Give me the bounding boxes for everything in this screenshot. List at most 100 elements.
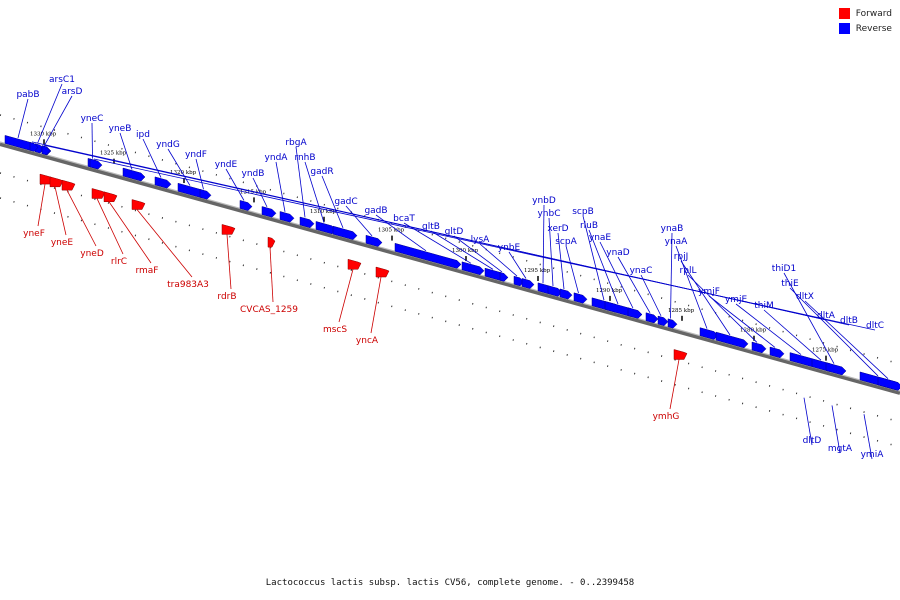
gene-yndB-reverse — [261, 206, 277, 218]
gene-dltB-label: dltB — [840, 316, 858, 326]
gene-arsC1-leader — [37, 83, 63, 144]
gene-rdrB-leader — [226, 234, 232, 290]
tick-label: 1325 kbp — [100, 151, 127, 157]
gene-ipd-reverse — [154, 176, 172, 189]
gene-rplL-label: rplL — [680, 266, 697, 276]
gene-gltB-leader — [430, 230, 494, 270]
gene-mscS-leader — [338, 269, 354, 323]
gene-dltC-label: dltC — [866, 321, 884, 331]
tick-label: 1300 kbp — [452, 248, 479, 254]
gene-rpjJ-label: rpjJ — [674, 252, 689, 262]
gene-ymhG-forward — [673, 349, 688, 360]
gene-ynaC-reverse — [657, 315, 669, 326]
gene-ymiA-leader — [863, 414, 873, 460]
gene-ynaA-label: ynaA — [665, 237, 689, 247]
gene-rbgA-label: rbgA — [285, 138, 307, 148]
gene-dltA-reverse — [29, 141, 39, 152]
gene-yncA-forward — [375, 266, 390, 278]
gene-ynaA-leader — [675, 245, 708, 329]
gene-yneD-forward — [61, 179, 76, 191]
gene-rlrC-forward — [91, 188, 106, 199]
gene-yneD-label: yneD — [80, 249, 104, 259]
gene-yndE-reverse — [239, 200, 253, 211]
gene-dltC-leader — [93, 158, 876, 331]
gene-ynaB-leader — [670, 232, 673, 319]
gene-ymhG-leader — [669, 359, 680, 410]
gene-CVCAS_1259-label: CVCAS_1259 — [240, 305, 298, 315]
gene-ynaD-label: ynaD — [606, 248, 630, 258]
gene-ymhG-label: ymhG — [653, 412, 680, 422]
gene-yneF-label: yneF — [23, 229, 45, 239]
gene-ynaE-label: ynaE — [589, 233, 612, 243]
gene-dltB-reverse — [41, 145, 51, 156]
tick-label: 1290 kbp — [596, 288, 623, 294]
gene-gadC-label: gadC — [334, 197, 357, 207]
gene-yneB-label: yneB — [109, 124, 132, 134]
gene-yncA-leader — [370, 276, 382, 334]
gene-gadR-reverse — [332, 225, 358, 240]
gene-ynaC-label: ynaC — [630, 266, 653, 276]
tick-label: 1315 kbp — [240, 189, 267, 195]
gene-tra983A3-label: tra983A3 — [167, 280, 209, 290]
gene-ynaD-leader — [617, 256, 651, 314]
gene-rmaF-forward — [103, 191, 118, 203]
gene-rmaF-leader — [108, 201, 152, 264]
gene-rlrC-leader — [96, 198, 124, 255]
gene-mscS-forward — [347, 258, 362, 270]
gene-scpA-leader — [565, 245, 579, 294]
gene-thiM-leader — [763, 309, 822, 361]
gene-scpA-reverse — [573, 292, 588, 304]
gene-gadR-label: gadR — [310, 167, 333, 177]
gene-dltC-reverse — [89, 158, 103, 170]
gene-yndA-leader — [275, 161, 286, 212]
gene-gadC-leader — [345, 205, 373, 237]
gene-yndB-leader — [252, 177, 268, 208]
gene-scpB-leader — [582, 215, 605, 301]
gene-dltX-reverse — [877, 376, 900, 391]
tick-label: 1275 kbp — [812, 348, 839, 354]
gene-CVCAS_1259-leader — [269, 247, 274, 303]
gene-mgtA-label: mgtA — [828, 444, 853, 454]
gene-tra983A3-forward — [131, 199, 146, 210]
gene-rlrC-label: rlrC — [111, 257, 127, 267]
gene-gltD-leader — [453, 235, 503, 273]
gene-rplL-reverse — [751, 341, 767, 354]
gene-yndF-label: yndF — [185, 150, 207, 160]
gene-gadC-reverse — [365, 234, 383, 247]
gene-ynbD-label: ynbD — [532, 196, 556, 206]
gene-yneE-leader — [54, 186, 67, 236]
gene-yneD-leader — [66, 189, 97, 247]
gene-scpB-label: scpB — [572, 207, 594, 217]
gene-rmaF-label: rmaF — [135, 266, 158, 276]
gene-yndG-label: yndG — [156, 140, 180, 150]
gene-ymjF-leader — [708, 295, 776, 348]
gene-ynaD-reverse — [645, 312, 659, 324]
gene-ynbD-leader — [542, 204, 545, 284]
gene-bcaT-label: bcaT — [393, 214, 415, 224]
gene-ynbE-leader — [508, 251, 527, 279]
gene-arsD-leader — [44, 95, 73, 146]
gene-ipd-label: ipd — [136, 130, 150, 140]
forward-swatch — [838, 8, 850, 19]
legend-forward-label: Forward — [855, 8, 892, 19]
gene-arsD-label: arsD — [62, 87, 83, 97]
gene-rdrB-forward — [221, 224, 236, 235]
gene-dltX-leader — [804, 300, 889, 379]
gene-gadB-label: gadB — [364, 206, 387, 216]
gene-ymjF-label: ymjF — [698, 287, 720, 297]
tick-label: 1310 kbp — [310, 209, 337, 215]
gene-yneE-forward — [49, 176, 64, 188]
gene-CVCAS_1259-forward — [267, 236, 276, 248]
gene-ymjF-reverse — [769, 346, 785, 359]
tick-label: 1285 kbp — [668, 308, 695, 314]
gene-ymjE-leader — [735, 303, 802, 355]
tick-label: 1305 kbp — [378, 228, 405, 234]
legend-reverse-label: Reverse — [855, 23, 892, 34]
gene-xerD-label: xerD — [547, 224, 568, 234]
gene-ymiA-label: ymiA — [861, 450, 885, 460]
gene-xerD-reverse — [559, 288, 573, 300]
legend-forward: Forward — [838, 8, 892, 19]
tick-label: 1330 kbp — [30, 131, 57, 137]
gene-lysA-label: lysA — [471, 235, 491, 245]
